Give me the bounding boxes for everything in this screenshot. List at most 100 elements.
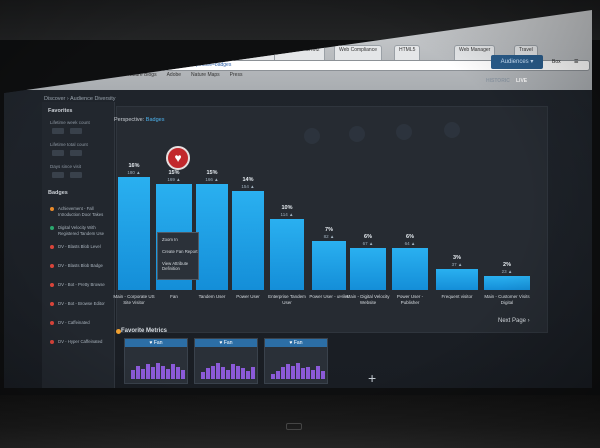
- mini-chart-bar: [316, 365, 320, 379]
- bar-count-label: 114 ▲: [280, 212, 294, 218]
- perspective-selector[interactable]: Perspective: Badges: [114, 117, 164, 123]
- live-toggle[interactable]: LIVE: [516, 78, 528, 84]
- breadcrumb[interactable]: Discover › Audience Diversity: [44, 96, 116, 102]
- mini-chart-bar: [251, 367, 255, 379]
- chart-bar[interactable]: [232, 191, 264, 290]
- field-input[interactable]: [52, 172, 64, 178]
- bar-count-label: 67 ▲: [362, 240, 374, 246]
- category-label[interactable]: Main - Digital Velocity Website: [346, 294, 390, 305]
- bar-count-label: 154 ▲: [241, 184, 255, 190]
- category-label[interactable]: Main - Customer Visits Digital: [484, 294, 530, 305]
- browser-tab[interactable]: Web Manager: [454, 45, 496, 60]
- category-label[interactable]: Frequent visitor: [441, 294, 473, 299]
- chart-bar[interactable]: [484, 275, 530, 290]
- mini-chart-bar: [181, 370, 185, 379]
- category-label[interactable]: Power User - Publisher: [396, 294, 424, 305]
- field-input[interactable]: [70, 128, 82, 134]
- mini-chart-bar: [286, 364, 290, 379]
- bar-percent-label: 6%: [364, 233, 372, 240]
- projection-screen: Nature Navigation Pol... Audiencestory Nat…: [4, 10, 592, 388]
- sidebar-segment[interactable]: DV - Blasts Blob Level: [58, 244, 101, 249]
- bar-count-label: 23 ▲: [501, 268, 513, 274]
- sidebar-segment[interactable]: Digital Velocity With Registered Tandem …: [58, 225, 105, 236]
- chart-bar[interactable]: [436, 268, 478, 290]
- perspective-value[interactable]: Badges: [145, 117, 165, 123]
- segment-dot: [50, 302, 54, 306]
- bar-context-menu: Zoom In Create Fan Report View Attribute…: [157, 232, 199, 280]
- bookmark-link[interactable]: Adobe: [166, 72, 182, 78]
- category-label[interactable]: Power User: [236, 294, 260, 299]
- category-label[interactable]: Main - Corporate US Site Visitor: [113, 294, 155, 305]
- mini-chart-bar: [206, 368, 210, 379]
- segment-dot: [50, 283, 54, 287]
- favorite-field: Days since visit: [50, 164, 82, 169]
- chart-bar[interactable]: [270, 219, 304, 290]
- bookmark-link[interactable]: Nature Research: [35, 72, 74, 78]
- bookmark-link[interactable]: Nature Maps: [191, 72, 220, 78]
- persona-icon: [444, 122, 460, 138]
- extension-box-label[interactable]: Box: [552, 59, 561, 65]
- field-input[interactable]: [52, 150, 64, 156]
- browser-tab[interactable]: Web Compliance: [334, 45, 382, 60]
- menu-icon[interactable]: ☰: [574, 59, 579, 65]
- mini-chart-bar: [301, 368, 305, 379]
- field-input[interactable]: [52, 128, 64, 134]
- favorite-field: Lifetime week count: [50, 120, 90, 125]
- historic-toggle[interactable]: HISTORIC: [486, 78, 510, 84]
- mini-chart-bar: [311, 369, 315, 379]
- browser-tab[interactable]: Nature Navigation Pol...: [34, 46, 97, 61]
- create-report-menu-item[interactable]: Create Fan Report: [162, 249, 198, 254]
- browser-tab[interactable]: HTML5: [394, 45, 421, 60]
- category-label[interactable]: Power User - uHiler: [309, 294, 349, 299]
- chart-bar[interactable]: [392, 247, 428, 290]
- favorite-metric-card[interactable]: ♥ Fan: [264, 338, 328, 384]
- category-label[interactable]: Tandem User: [198, 294, 226, 299]
- segment-dot: [50, 245, 54, 249]
- bookmark-link[interactable]: Nature Editorial: [83, 72, 118, 78]
- sidebar-segment[interactable]: DV - Hyper Caffeinated: [58, 339, 103, 344]
- chart-bar[interactable]: [118, 177, 150, 290]
- sidebar-segment[interactable]: DV - Caffeinated: [58, 320, 90, 325]
- projector-stand: [0, 395, 600, 448]
- bar-count-label: 37 ▲: [451, 261, 463, 267]
- sidebar-segment[interactable]: Achievement - Fall Introduction Door Tak…: [58, 206, 104, 217]
- favorite-metric-card[interactable]: ♥ Fan: [124, 338, 188, 384]
- category-label[interactable]: Fan: [170, 294, 178, 299]
- bar-percent-label: 3%: [453, 254, 461, 261]
- browser-tab[interactable]: Nature 2d - CRM2: [274, 45, 325, 60]
- perspective-label: Perspective:: [114, 117, 145, 123]
- chart-bar[interactable]: [312, 240, 346, 290]
- mini-chart-bar: [151, 367, 155, 379]
- field-input[interactable]: [70, 172, 82, 178]
- bookmark-link[interactable]: Apps: [14, 72, 26, 78]
- bar-percent-label: 15%: [206, 170, 218, 177]
- bar-percent-label: 6%: [406, 233, 414, 240]
- view-definition-menu-item[interactable]: View Attribute Definition: [162, 261, 189, 271]
- add-metric-button[interactable]: +: [368, 370, 377, 386]
- mini-chart-bar: [161, 365, 165, 379]
- sidebar-segment[interactable]: DV - Bot - Pretty Browse: [58, 282, 105, 287]
- audiences-button[interactable]: Audiences ▾: [491, 55, 543, 69]
- browser-tab[interactable]: Audiencestory: [94, 46, 136, 61]
- chart-bar[interactable]: [196, 184, 228, 290]
- sidebar-segment[interactable]: DV - Bot - Browse Editor: [58, 301, 105, 306]
- browser-tab[interactable]: Nature Dialogue & Ex...: [214, 45, 277, 60]
- bookmark-link[interactable]: Press: [229, 72, 243, 78]
- fan-heart-icon[interactable]: ♥: [166, 146, 190, 170]
- bookmark-link[interactable]: Nature Blogs: [127, 72, 157, 78]
- mini-chart-bar: [156, 363, 160, 379]
- mini-chart-bar: [226, 369, 230, 379]
- category-label[interactable]: Enterprise Tandem User: [268, 294, 306, 305]
- browser-tab[interactable]: Nature interaction: [154, 46, 204, 61]
- favorite-field: Lifetime total count: [50, 142, 88, 147]
- segment-dot: [50, 264, 54, 268]
- bar-count-label: 64 ▲: [404, 240, 416, 246]
- bar-percent-label: 7%: [325, 226, 333, 233]
- chart-bar[interactable]: [350, 247, 386, 290]
- sidebar-segment[interactable]: DV - Blasts Blob Badge: [58, 263, 103, 268]
- field-input[interactable]: [70, 150, 82, 156]
- zoom-in-menu-item[interactable]: Zoom In: [162, 237, 178, 242]
- next-page-link[interactable]: Next Page ›: [498, 318, 530, 324]
- favorite-metric-card[interactable]: ♥ Fan: [194, 338, 258, 384]
- mini-chart-bar: [176, 367, 180, 379]
